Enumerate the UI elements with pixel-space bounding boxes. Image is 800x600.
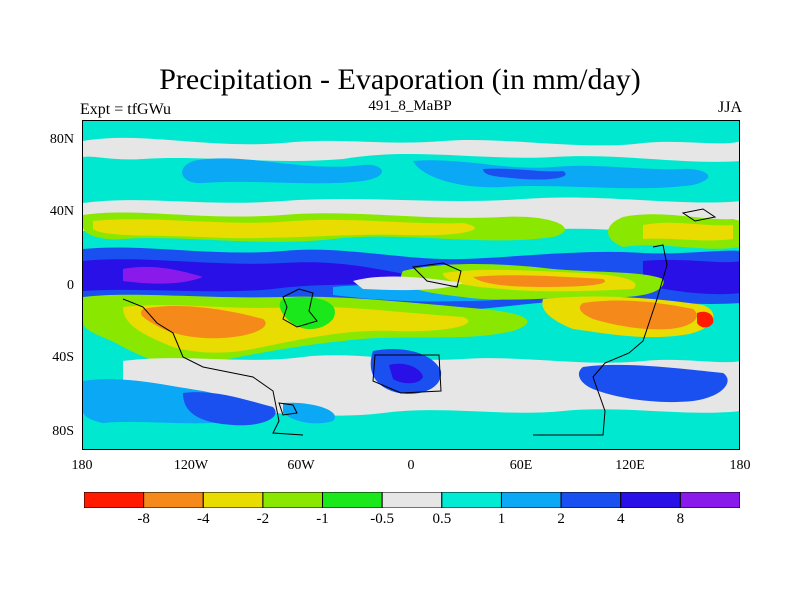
y-tick-label: 80N bbox=[49, 132, 74, 147]
y-tick-label: 40N bbox=[49, 204, 74, 219]
colorbar bbox=[84, 492, 740, 508]
map-svg bbox=[83, 121, 739, 449]
southwest-wet-core bbox=[183, 392, 276, 426]
antarctic-cyan bbox=[83, 423, 739, 449]
itcz-core-east bbox=[643, 259, 739, 295]
colorbar-swatch bbox=[381, 492, 443, 508]
east-subtropic-yellow bbox=[643, 222, 733, 241]
x-tick-label: 120W bbox=[173, 458, 209, 473]
colorbar-swatch bbox=[262, 492, 324, 508]
south-america-orange bbox=[140, 306, 266, 339]
southern-africa-coast bbox=[372, 354, 442, 394]
colorbar-label: -1 bbox=[316, 511, 329, 527]
period-label: 491_8_MaBP bbox=[368, 98, 452, 114]
australia-peak-red bbox=[697, 311, 714, 328]
north-wet-patch-1 bbox=[182, 158, 382, 184]
itcz-peak-west bbox=[123, 266, 203, 284]
colorbar-swatch bbox=[441, 492, 502, 508]
x-tick-label: 0 bbox=[407, 458, 415, 473]
australia-orange bbox=[579, 300, 697, 330]
colorbar-swatch bbox=[620, 492, 681, 508]
japan-coast bbox=[681, 208, 717, 222]
colorbar-swatch bbox=[143, 492, 204, 508]
north-subtropic-yellow bbox=[93, 219, 475, 239]
colorbar-label: 1 bbox=[497, 511, 506, 527]
x-tick-label: 120E bbox=[615, 458, 645, 473]
africa-north-coast bbox=[411, 262, 462, 288]
x-tick-label: 180 bbox=[729, 458, 751, 473]
colorbar-label: 2 bbox=[557, 511, 565, 527]
north-wet-core bbox=[483, 168, 566, 180]
colorbar-swatch bbox=[679, 492, 740, 508]
experiment-label: Expt = tfGWu bbox=[80, 101, 172, 118]
colorbar-label: -0.5 bbox=[370, 511, 395, 527]
precipitation-map bbox=[82, 120, 740, 450]
colorbar-label: -8 bbox=[137, 511, 150, 527]
south-atlantic-green bbox=[279, 297, 335, 330]
colorbar-swatch bbox=[560, 492, 622, 508]
plot-title: Precipitation - Evaporation (in mm/day) bbox=[159, 63, 641, 96]
colorbar-label: 0.5 bbox=[432, 511, 452, 527]
y-tick-label: 0 bbox=[67, 278, 74, 293]
colorbar-label: -2 bbox=[256, 511, 270, 527]
x-tick-label: 60W bbox=[287, 458, 315, 473]
y-tick-label: 40S bbox=[52, 350, 74, 365]
colorbar-swatch bbox=[322, 492, 383, 508]
colorbar-label: 4 bbox=[616, 511, 625, 527]
coastlines bbox=[122, 208, 717, 436]
antarctic-blue-patch bbox=[283, 402, 335, 424]
x-tick-label: 60E bbox=[509, 458, 533, 473]
y-tick-label: 80S bbox=[52, 424, 74, 439]
arctic-dry-band bbox=[83, 137, 739, 162]
south-america-coast bbox=[122, 298, 304, 436]
atlantic-grey-eye bbox=[353, 276, 463, 291]
south-pacific-wet bbox=[578, 364, 728, 403]
south-atlantic-wet-core bbox=[389, 363, 423, 384]
colorbar-swatch bbox=[84, 492, 145, 508]
africa-orange bbox=[473, 275, 605, 287]
australia-coast bbox=[533, 244, 668, 436]
season-label: JJA bbox=[717, 99, 742, 116]
colorbar-swatch bbox=[202, 492, 264, 508]
x-tick-label: 180 bbox=[71, 458, 93, 473]
colorbar-label: 8 bbox=[676, 511, 685, 527]
colorbar-swatch bbox=[500, 492, 562, 508]
south-atlantic-island-coast bbox=[282, 288, 318, 328]
colorbar-label: -4 bbox=[197, 511, 210, 527]
antarctic-peninsula-coast bbox=[278, 402, 298, 416]
